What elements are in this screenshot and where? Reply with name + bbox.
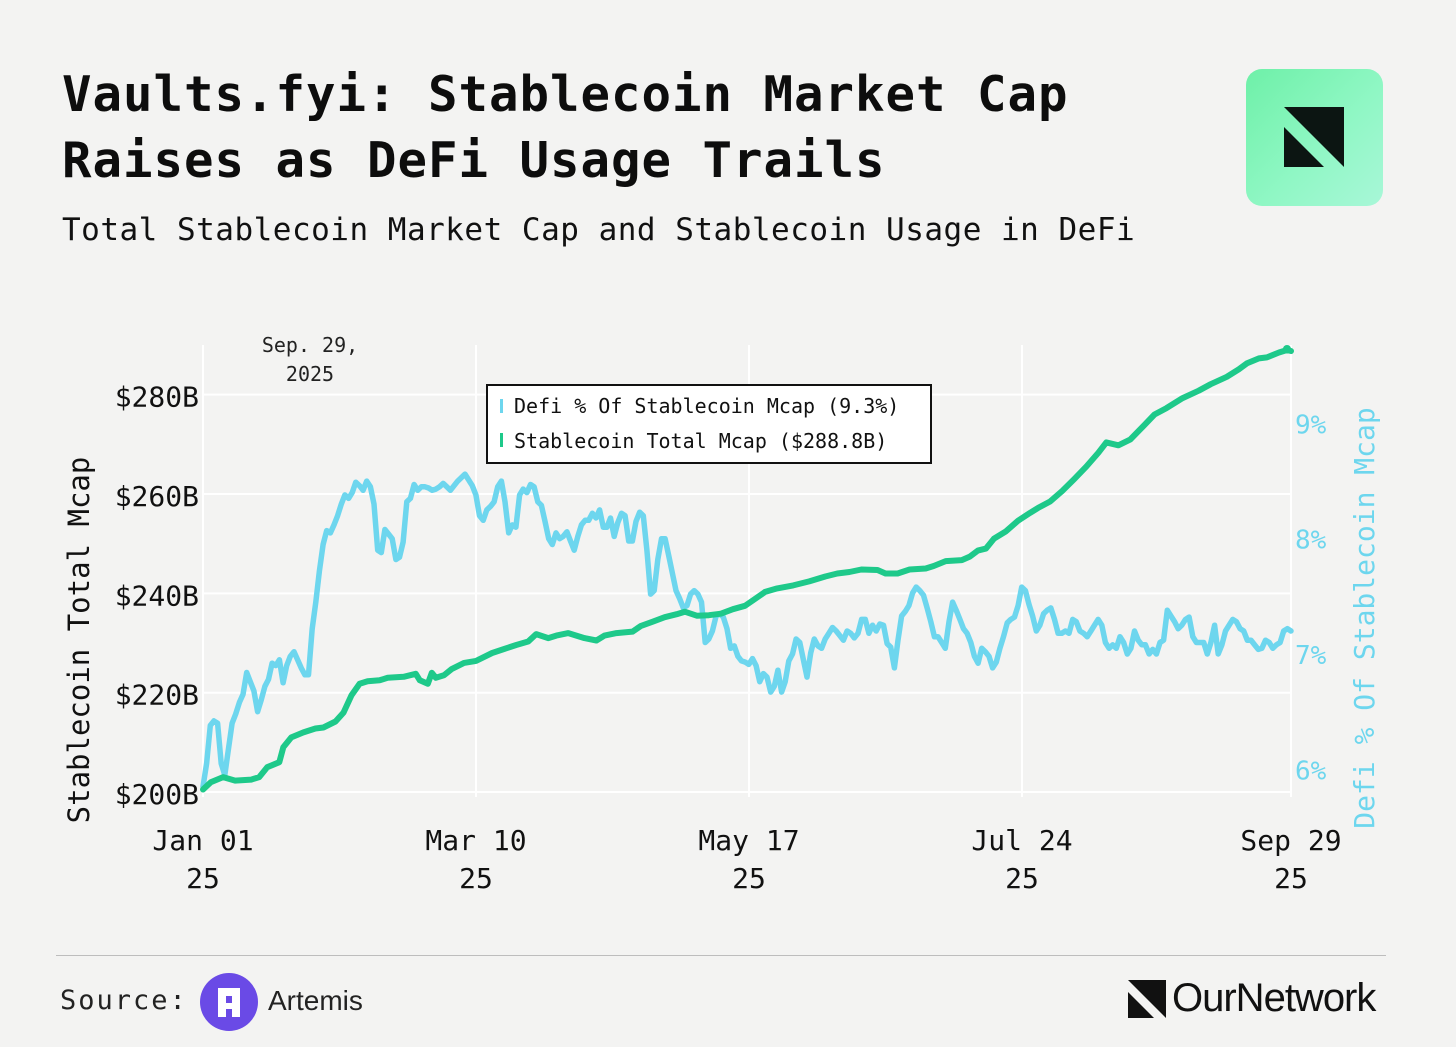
left-tick-label: $240B (115, 579, 199, 612)
x-tick-year: 25 (1005, 862, 1039, 895)
x-tick-year: 25 (732, 862, 766, 895)
x-tick-label: May 17 (698, 824, 799, 857)
brand-name: OurNetwork (1172, 976, 1376, 1020)
footer-divider (56, 955, 1386, 956)
right-tick-label: 7% (1295, 641, 1327, 671)
source-name: Artemis (268, 985, 363, 1016)
right-tick-label: 9% (1295, 410, 1327, 440)
right-tick-label: 6% (1295, 756, 1327, 786)
brand-logo-tile (1246, 69, 1383, 206)
title-line-1: Vaults.fyi: Stablecoin Market Cap (62, 66, 1069, 123)
x-tick-label: Jul 24 (971, 824, 1072, 857)
right-tick-label: 8% (1295, 526, 1327, 556)
left-tick-label: $220B (115, 679, 199, 712)
chart: $200B $220B $240B $260B $280B Jan 01 25 Mar 10 2… (62, 333, 1381, 895)
tooltip-swatch-mcap (500, 433, 503, 447)
x-tick-label: Sep 29 (1240, 824, 1341, 857)
ournetwork-mark-icon (1128, 980, 1166, 1018)
x-tick-year: 25 (459, 862, 493, 895)
hover-tooltip: Sep. 29, 2025 Defi % Of Stablecoin Mcap … (262, 333, 932, 464)
left-tick-label: $200B (115, 778, 199, 811)
x-tick-label: Mar 10 (425, 824, 526, 857)
source-label: Source: (60, 985, 188, 1016)
left-axis-title: Stablecoin Total Mcap (62, 457, 96, 824)
series-stablecoin-total-mcap (200, 347, 1294, 793)
series-lines (200, 344, 1294, 793)
series-defi-pct-of-mcap (200, 471, 1294, 790)
ournetwork-logo-icon (1284, 107, 1344, 167)
axes: $200B $220B $240B $260B $280B Jan 01 25 Mar 10 2… (62, 381, 1381, 895)
x-tick-label: Jan 01 (152, 824, 253, 857)
x-tick-year: 25 (1274, 862, 1308, 895)
tooltip-date-line-1: Sep. 29, (262, 333, 358, 357)
tooltip-row-defi: Defi % Of Stablecoin Mcap (9.3%) (514, 394, 899, 418)
left-tick-label: $280B (115, 381, 199, 414)
title-line-2: Raises as DeFi Usage Trails (62, 132, 886, 189)
artemis-logo-icon (200, 973, 258, 1031)
mcap-end-marker (1283, 344, 1291, 353)
tooltip-row-mcap: Stablecoin Total Mcap ($288.8B) (514, 429, 887, 453)
artemis-glyph (218, 988, 240, 1017)
tooltip-swatch-defi (500, 399, 503, 413)
gridlines (202, 345, 1292, 797)
page-subtitle: Total Stablecoin Market Cap and Stableco… (62, 212, 1136, 248)
x-tick-year: 25 (186, 862, 220, 895)
tooltip-box (486, 384, 932, 464)
tooltip-date-line-2: 2025 (286, 362, 334, 386)
left-tick-label: $260B (115, 480, 199, 513)
right-axis-title: Defi % Of Stablecoin Mcap (1348, 407, 1381, 828)
page-title: Vaults.fyi: Stablecoin Market Cap Raises … (62, 62, 1069, 194)
